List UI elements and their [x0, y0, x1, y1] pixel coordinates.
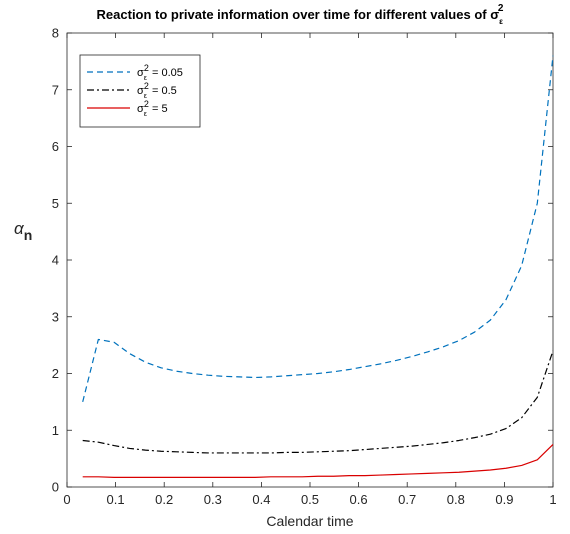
chart-title: Reaction to private information over tim…: [97, 3, 504, 26]
y-tick-label: 7: [52, 82, 59, 97]
y-tick-label: 1: [52, 423, 59, 438]
x-tick-label: 0: [63, 492, 70, 507]
y-tick-label: 6: [52, 139, 59, 154]
y-axis-title-symbol: α: [14, 219, 25, 238]
x-tick-label: 0.9: [495, 492, 513, 507]
y-tick-label: 0: [52, 480, 59, 495]
series-line-2: [82, 350, 554, 454]
y-tick-label: 2: [52, 366, 59, 381]
legend-label-2: σε2 = 0.5: [137, 81, 177, 100]
series-line-3: [82, 444, 554, 478]
chart-title-text: Reaction to private information over tim…: [97, 7, 500, 22]
x-tick-label: 0.7: [398, 492, 416, 507]
legend-label-3: σε2 = 5: [137, 99, 168, 118]
chart-title-sup: 2: [498, 3, 504, 14]
x-tick-label: 1: [549, 492, 556, 507]
legend-label-1: σε2 = 0.05: [137, 63, 183, 82]
x-tick-label: 0.5: [301, 492, 319, 507]
x-tick-label: 0.8: [447, 492, 465, 507]
x-axis: 0 0.1 0.2 0.3 0.4 0.5 0.6 0.7 0.8 0.9 1: [63, 33, 557, 507]
y-axis: 0 1 2 3 4 5 6 7 8: [52, 26, 553, 495]
x-tick-label: 0.3: [204, 492, 222, 507]
y-axis-title-sub: n: [24, 227, 33, 243]
x-tick-label: 0.2: [155, 492, 173, 507]
x-tick-label: 0.6: [350, 492, 368, 507]
series-line-1: [82, 55, 554, 403]
legend-box: [79, 54, 201, 128]
y-tick-label: 5: [52, 196, 59, 211]
y-tick-label: 4: [52, 253, 59, 268]
y-axis-title: αn: [14, 219, 32, 243]
x-tick-label: 0.1: [107, 492, 125, 507]
chart-title-sub: ε: [499, 17, 503, 26]
y-tick-label: 8: [52, 26, 59, 41]
x-tick-label: 0.4: [252, 492, 270, 507]
series-layer: [82, 55, 554, 478]
x-axis-title: Calendar time: [266, 513, 353, 529]
y-tick-label: 3: [52, 309, 59, 324]
